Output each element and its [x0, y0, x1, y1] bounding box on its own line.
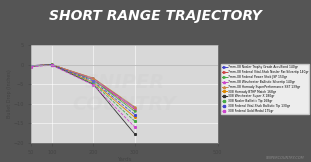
Text: SNIPER
COUNTRY: SNIPER COUNTRY [72, 73, 176, 115]
X-axis label: Yards: Yards [117, 157, 132, 162]
Text: SHORT RANGE TRAJECTORY: SHORT RANGE TRAJECTORY [49, 9, 262, 23]
Text: SNIPERCOUNTRY.COM: SNIPERCOUNTRY.COM [266, 156, 305, 160]
Y-axis label: Bullet Drop (Inches): Bullet Drop (Inches) [7, 70, 12, 118]
Legend: 7mm-08 Nosler Trophy Grade AccuBond 140gr, 7mm-08 Federal Vital-Shok Nosler Par.: 7mm-08 Nosler Trophy Grade AccuBond 140g… [221, 64, 309, 114]
